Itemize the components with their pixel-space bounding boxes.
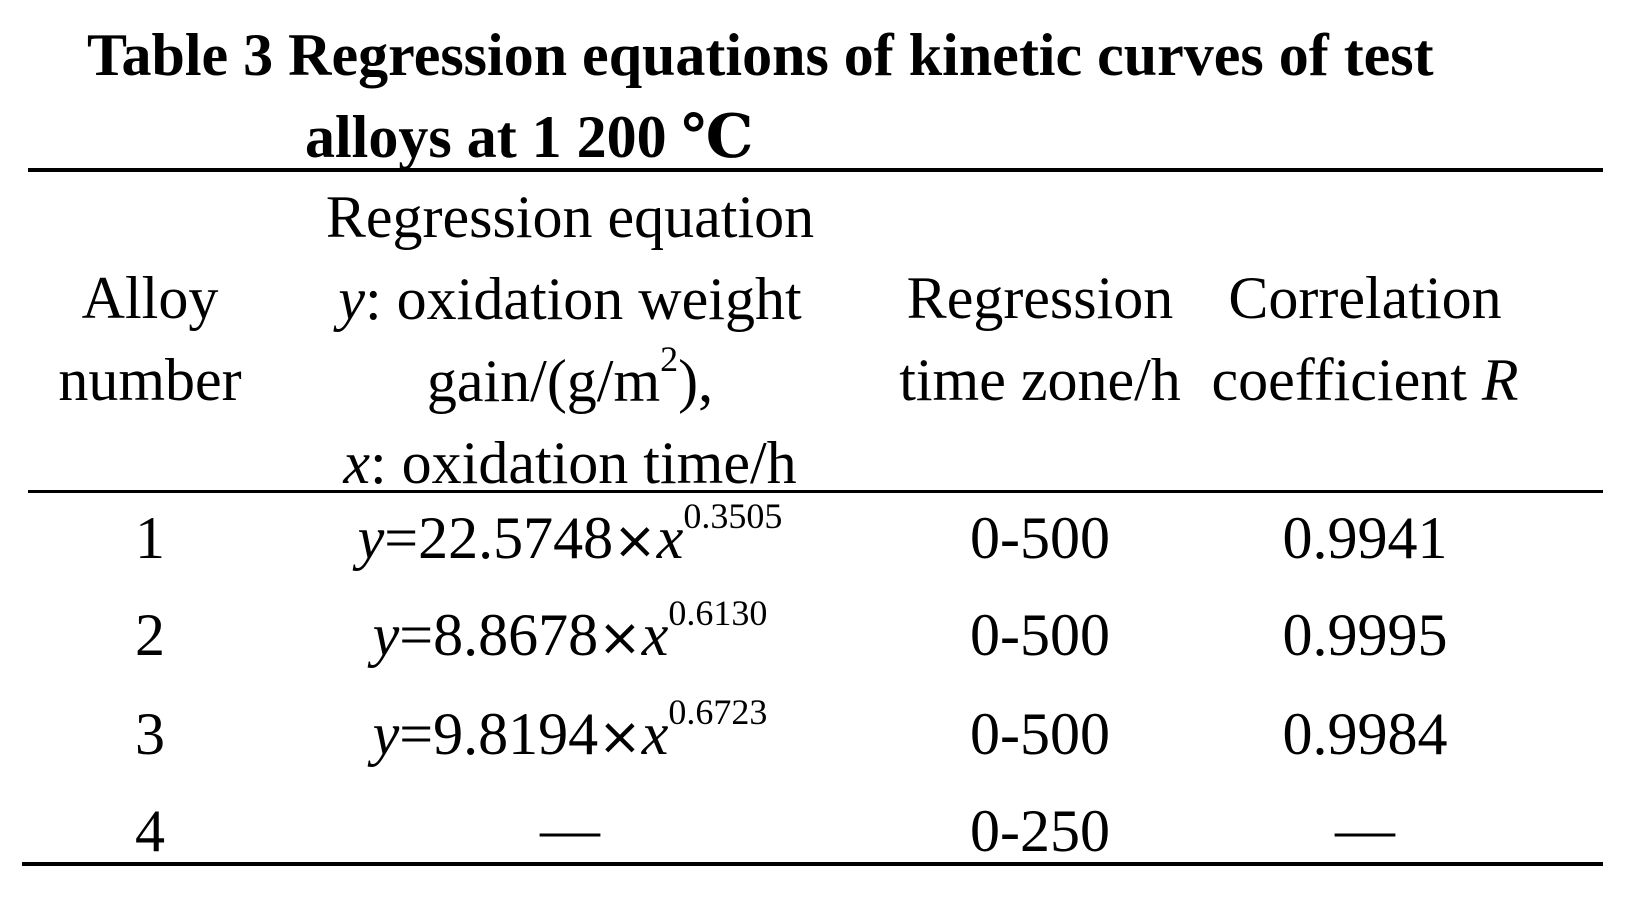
header-equation-line-2: y: oxidation weight [270,258,870,340]
top-rule [28,168,1603,172]
row-1-exponent: 0.3505 [683,496,783,536]
row-3-correlation: 0.9984 [1282,701,1448,767]
bottom-rule [22,862,1603,866]
table-title: Table 3 Regression equations of kinetic … [0,14,1627,178]
header-correlation-coefficient: Correlation coefficient R [1200,257,1530,421]
row-4-time-zone: 0-250 [970,798,1110,864]
header-alloy-line-1: Alloy [81,265,219,331]
row-2-times-sign: × [598,608,642,668]
row-2-alloy: 2 [135,602,165,668]
row-3-exponent: 0.6723 [668,692,768,732]
table-title-line-1: Table 3 Regression equations of kinetic … [87,22,1434,88]
row-1-equation: y=22.5748×x0.3505 [270,497,870,582]
row-1-x: x [656,505,684,571]
header-unit-close: ), [678,348,714,414]
row-3-x: x [641,701,669,767]
header-unit-text: gain/(g/m [426,348,661,414]
row-1-coefficient: =22.5748 [384,505,614,571]
row-2-y: y [372,602,400,668]
row-3-alloy: 3 [135,701,165,767]
row-4-alloy: 4 [135,798,165,864]
row-4-equation: — [540,796,600,862]
header-coefficient-text: coefficient [1211,347,1482,413]
header-y-variable: y [338,266,365,332]
header-equation-line-3: gain/(g/m2), [270,340,870,422]
header-equation-line-1: Regression equation [325,184,815,250]
row-1-times-sign: × [613,511,657,571]
header-x-description: : oxidation time/h [370,430,797,496]
header-x-variable: x [343,430,370,496]
header-rule [28,490,1603,493]
header-equation-line-4: x: oxidation time/h [270,422,870,504]
row-2-x: x [641,602,669,668]
row-1-time-zone: 0-500 [970,505,1110,571]
header-time-zone: Regression time zone/h [880,257,1200,421]
row-3-equation: y=9.8194×x0.6723 [270,693,870,778]
row-1-correlation: 0.9941 [1282,505,1448,571]
row-3-times-sign: × [598,707,642,767]
row-1-alloy: 1 [135,505,165,571]
row-3-time-zone: 0-500 [970,701,1110,767]
row-3-y: y [372,701,400,767]
header-alloy-line-2: number [58,347,242,413]
row-2-correlation: 0.9995 [1282,602,1448,668]
header-correlation-line-1: Correlation [1228,265,1502,331]
header-unit-superscript: 2 [660,339,679,379]
header-y-description: : oxidation weight [365,266,802,332]
row-2-exponent: 0.6130 [668,593,768,633]
header-alloy-number: Alloy number [30,257,270,421]
header-time-zone-line-2: time zone/h [899,347,1181,413]
row-2-equation: y=8.8678×x0.6130 [270,594,870,679]
header-time-zone-line-1: Regression [906,265,1174,331]
header-regression-equation: Regression equation y: oxidation weight … [270,176,870,504]
table-title-line-2: alloys at 1 200 ℃ [305,104,754,170]
header-r-variable: R [1481,347,1519,413]
row-2-time-zone: 0-500 [970,602,1110,668]
row-1-y: y [357,505,385,571]
row-3-coefficient: =9.8194 [399,701,599,767]
row-4-correlation: — [1335,796,1395,862]
header-correlation-line-2: coefficient R [1200,339,1530,421]
row-2-coefficient: =8.8678 [399,602,599,668]
